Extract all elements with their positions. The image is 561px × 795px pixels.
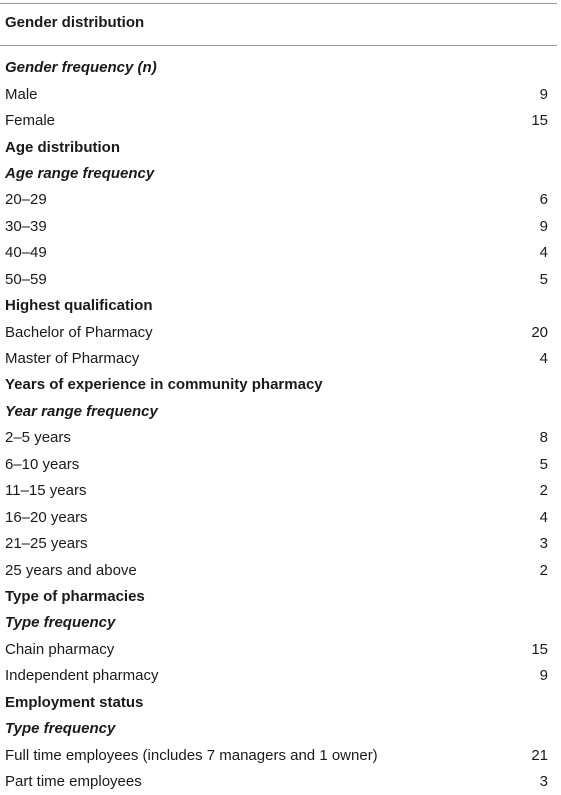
row-label: Employment status [5, 693, 144, 711]
row-value: 9 [539, 85, 548, 103]
table-row: 11–15 years 2 [0, 478, 561, 504]
section-heading-row: Type of pharmacies [0, 584, 561, 610]
table-row: 6–10 years 5 [0, 452, 561, 478]
row-label: 25 years and above [5, 561, 137, 579]
row-value: 2 [539, 561, 548, 579]
table-header: Gender distribution [5, 14, 145, 31]
table-row: 16–20 years 4 [0, 504, 561, 530]
row-value: 9 [539, 217, 548, 235]
table-row: Female 15 [0, 108, 561, 134]
row-label: 2–5 years [5, 429, 71, 447]
table-row: 50–59 5 [0, 267, 561, 293]
row-value: 2 [539, 482, 548, 500]
subsection-heading-row: Year range frequency [0, 399, 561, 425]
table-top-rule [0, 3, 557, 4]
table-row: 25 years and above 2 [0, 557, 561, 583]
section-heading-row: Employment status [0, 690, 561, 716]
row-label: 11–15 years [5, 482, 87, 500]
row-label: Type of pharmacies [5, 587, 145, 605]
section-heading-row: Years of experience in community pharmac… [0, 372, 561, 398]
row-label: Gender frequency (n) [5, 59, 157, 77]
row-value: 15 [531, 640, 548, 658]
table-row: Part time employees 3 [0, 769, 561, 795]
table-row: Full time employees (includes 7 managers… [0, 742, 561, 768]
row-value: 20 [531, 323, 548, 341]
section-heading-row: Highest qualification [0, 293, 561, 319]
row-value: 6 [539, 191, 548, 209]
row-label: Part time employees [5, 773, 142, 791]
table-header-rule [0, 45, 557, 46]
row-value: 21 [531, 746, 548, 764]
row-label: Year range frequency [5, 402, 158, 420]
row-value: 15 [531, 112, 548, 130]
row-label: Full time employees (includes 7 managers… [5, 746, 378, 764]
section-heading-row: Age distribution [0, 134, 561, 160]
row-label: Female [5, 112, 56, 130]
row-label: 16–20 years [5, 508, 88, 526]
row-label: 40–49 [5, 244, 47, 262]
row-label: Type frequency [5, 720, 116, 738]
row-label: 21–25 years [5, 535, 88, 553]
table-row: Independent pharmacy 9 [0, 663, 561, 689]
row-label: Years of experience in community pharmac… [5, 376, 323, 394]
table-row: 21–25 years 3 [0, 531, 561, 557]
table-body: Gender frequency (n) Male 9 Female 15 Age dis… [0, 55, 561, 795]
row-label: 20–29 [5, 191, 47, 209]
row-value: 4 [539, 350, 548, 368]
table-row: 30–39 9 [0, 214, 561, 240]
row-value: 5 [539, 270, 548, 288]
subsection-heading-row: Type frequency [0, 610, 561, 636]
row-value: 5 [539, 455, 548, 473]
row-label: Highest qualification [5, 297, 153, 315]
row-label: Type frequency [5, 614, 116, 632]
row-label: 50–59 [5, 270, 47, 288]
subsection-heading-row: Type frequency [0, 716, 561, 742]
table-row: Male 9 [0, 81, 561, 107]
table-row: 20–29 6 [0, 187, 561, 213]
row-label: Male [5, 85, 38, 103]
row-label: 6–10 years [5, 455, 80, 473]
row-label: Chain pharmacy [5, 640, 115, 658]
row-value: 4 [539, 508, 548, 526]
row-value: 3 [539, 773, 548, 791]
table-row: 2–5 years 8 [0, 425, 561, 451]
subsection-heading-row: Gender frequency (n) [0, 55, 561, 81]
row-value: 8 [539, 429, 548, 447]
row-label: Age distribution [5, 138, 120, 156]
row-label: Independent pharmacy [5, 667, 159, 685]
table-row: Bachelor of Pharmacy 20 [0, 319, 561, 345]
table-row: Master of Pharmacy 4 [0, 346, 561, 372]
subsection-heading-row: Age range frequency [0, 161, 561, 187]
row-label: Age range frequency [5, 164, 155, 182]
row-value: 4 [539, 244, 548, 262]
table-row: 40–49 4 [0, 240, 561, 266]
row-label: Bachelor of Pharmacy [5, 323, 153, 341]
row-value: 3 [539, 535, 548, 553]
row-value: 9 [539, 667, 548, 685]
table-row: Chain pharmacy 15 [0, 637, 561, 663]
row-label: 30–39 [5, 217, 47, 235]
row-label: Master of Pharmacy [5, 350, 140, 368]
